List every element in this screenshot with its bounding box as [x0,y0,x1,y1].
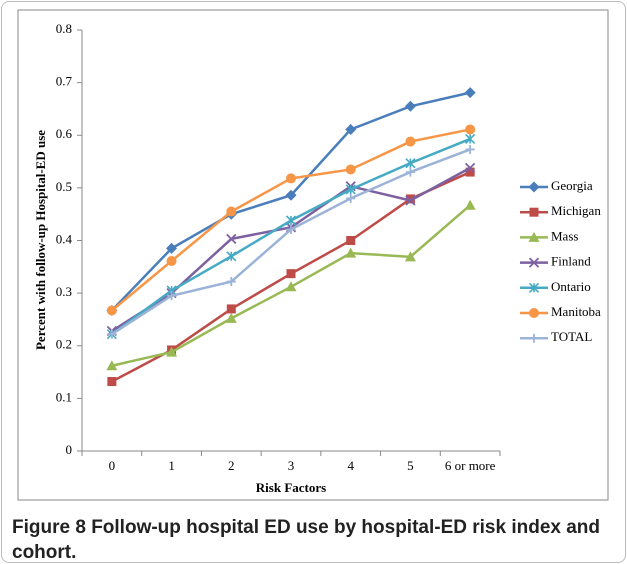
legend-label: Ontario [551,279,591,294]
marker [166,346,178,357]
marker [465,133,476,144]
x-tick-label: 1 [168,458,175,473]
legend-item: TOTAL [520,329,592,344]
legend-item: Ontario [520,279,591,294]
marker [106,305,117,316]
marker [286,173,296,184]
marker [346,236,356,245]
x-tick-label: 6 or more [445,458,496,473]
x-tick-label: 3 [288,458,295,473]
marker [465,124,476,135]
legend-item: Georgia [520,178,593,193]
y-tick-label: 0.1 [56,389,72,404]
caption: Figure 8 Follow-up hospital ED use by ho… [12,515,612,564]
legend-item: Mass [520,228,578,243]
y-tick-label: 0.7 [56,74,73,89]
marker [345,123,357,135]
marker [529,333,539,343]
legend-label: TOTAL [551,329,592,344]
marker [405,167,415,177]
chart-frame [17,9,609,501]
marker [405,195,416,206]
marker [346,193,356,203]
marker [465,167,475,177]
marker [404,100,416,112]
x-tick-label: 0 [109,458,116,473]
marker [106,360,118,371]
marker [528,231,540,242]
marker [225,312,237,323]
legend-item: Michigan [520,203,601,218]
y-tick-label: 0.4 [56,231,73,246]
marker [166,242,178,254]
marker [107,329,117,339]
marker [167,291,177,301]
legend-label: Mass [551,228,578,243]
marker [405,136,416,147]
legend-label: Georgia [551,178,593,193]
marker [405,194,415,204]
marker [285,215,297,226]
x-axis-label: Risk Factors [256,480,326,495]
marker [528,282,540,293]
y-tick-label: 0.6 [56,126,73,141]
marker [226,206,237,217]
legend-item: Manitoba [520,304,601,319]
x-tick-label: 4 [347,458,354,473]
chart: Risk Factors Percent with follow-up Hosp… [17,9,609,501]
x-tick-label: 5 [407,458,414,473]
marker [528,257,540,268]
marker [345,184,356,195]
marker [528,181,540,193]
marker [529,207,539,217]
marker [285,281,297,292]
marker [464,87,476,99]
y-tick-label: 0 [66,442,73,457]
legend-label: Finland [551,254,591,269]
marker [404,251,416,262]
marker [405,158,416,169]
legend-label: Michigan [551,203,601,218]
figure-label: Figure 8 [12,517,86,538]
marker [226,233,237,245]
caption-text: Follow-up hospital ED use by hospital-ED… [12,517,601,563]
marker [464,199,476,210]
y-tick-label: 0.2 [56,337,72,352]
y-axis-label: Percent with follow-up Hospital-ED use [33,130,48,350]
marker [226,251,237,262]
marker [529,308,539,318]
y-tick-label: 0.5 [56,179,72,194]
y-tick-label: 0.8 [56,21,72,36]
marker [465,144,475,154]
marker [345,164,356,175]
marker [226,304,236,314]
legend-item: Finland [520,254,591,269]
marker [285,189,297,201]
x-tick-label: 2 [228,458,235,473]
marker [166,256,177,267]
marker [107,377,117,387]
marker [226,277,236,287]
y-tick-label: 0.3 [56,284,72,299]
legend-label: Manitoba [551,304,601,319]
marker [286,224,296,234]
marker [345,247,357,258]
marker [465,162,476,174]
marker [286,269,296,279]
